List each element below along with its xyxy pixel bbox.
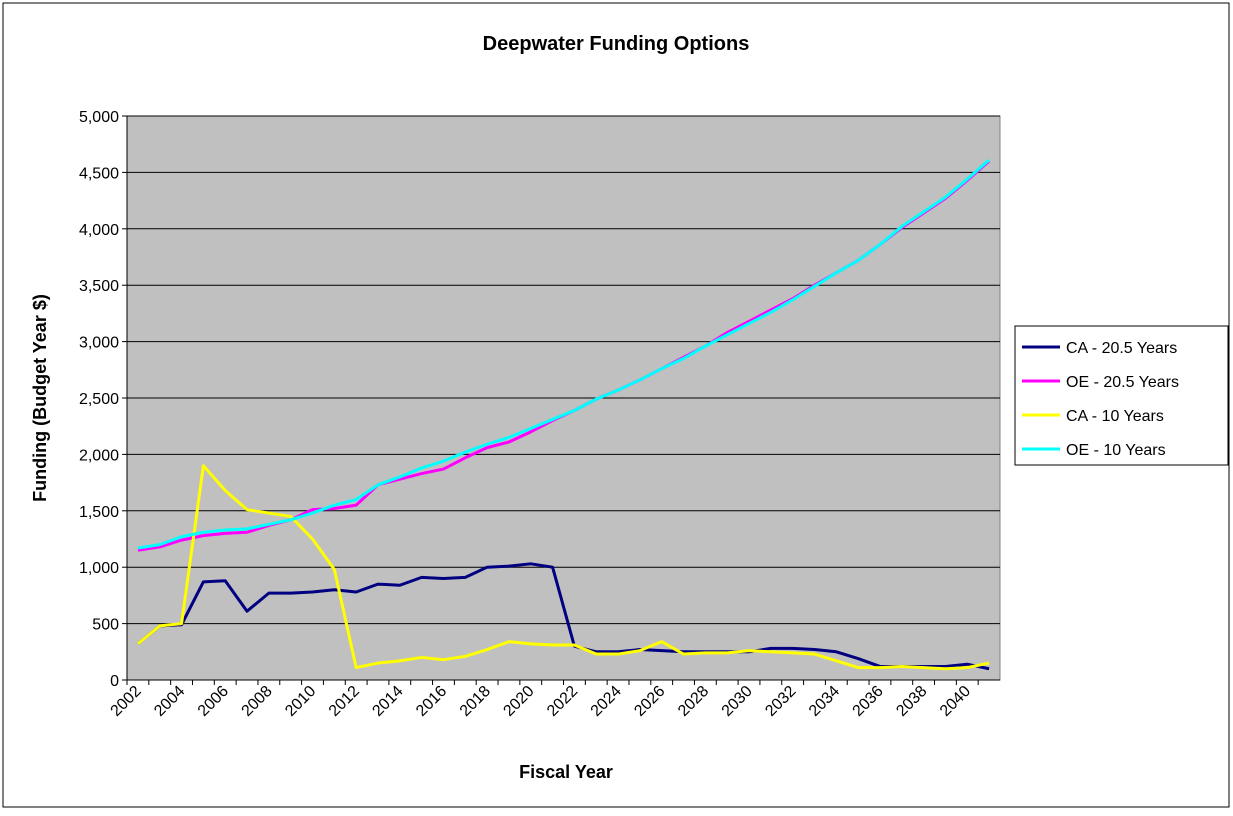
y-tick-label: 1,500 [79, 504, 119, 521]
legend-label: CA - 20.5 Years [1066, 340, 1177, 357]
y-tick-label: 3,000 [79, 335, 119, 352]
y-axis-label: Funding (Budget Year $) [30, 294, 50, 502]
legend-label: CA - 10 Years [1066, 408, 1164, 425]
y-tick-label: 3,500 [79, 278, 119, 295]
y-tick-label: 2,000 [79, 447, 119, 464]
legend-label: OE - 10 Years [1066, 442, 1166, 459]
chart-title: Deepwater Funding Options [483, 33, 750, 55]
y-tick-label: 4,500 [79, 165, 119, 182]
y-tick-label: 500 [92, 617, 119, 634]
legend [1014, 325, 1229, 466]
series-line [137, 158, 991, 550]
x-axis-label: Fiscal Year [519, 762, 613, 782]
y-tick-label: 2,500 [79, 391, 119, 408]
y-tick-label: 5,000 [79, 109, 119, 126]
legend-label: OE - 20.5 Years [1066, 374, 1179, 391]
y-tick-label: 4,000 [79, 222, 119, 239]
series-line [136, 464, 990, 671]
y-tick-label: 1,000 [79, 560, 119, 577]
y-tick-label: 0 [110, 673, 119, 690]
series-line [136, 562, 990, 671]
